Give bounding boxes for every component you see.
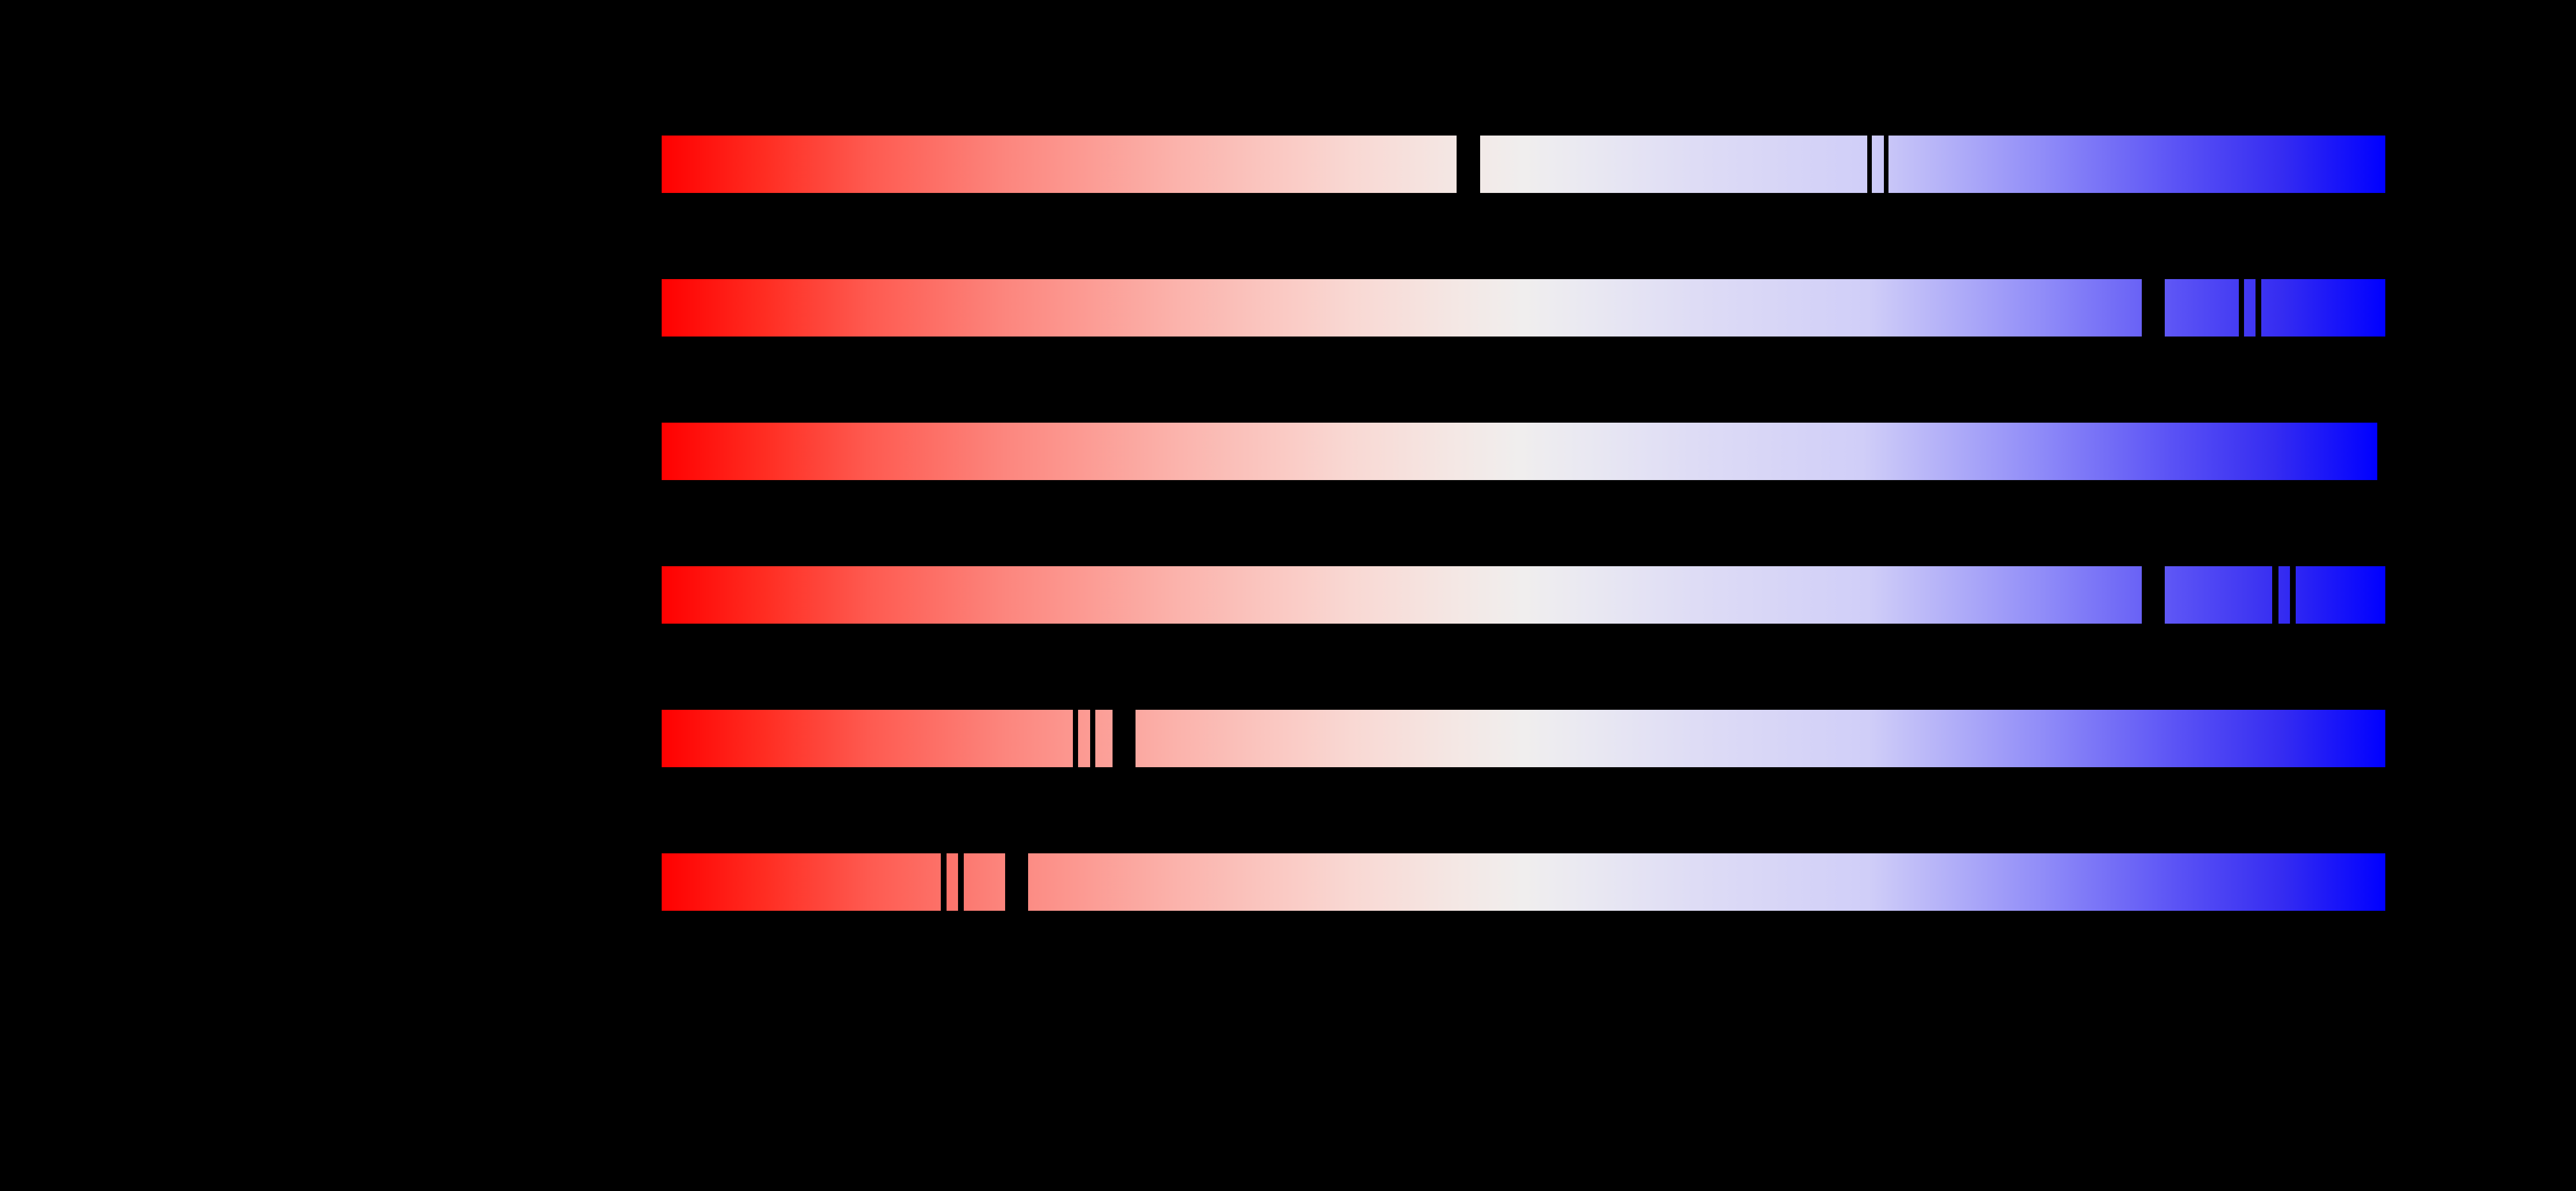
bar-break-tick <box>2239 279 2244 337</box>
gradient-bar-row-1 <box>662 279 2385 337</box>
bar-break-tick <box>1090 710 1095 767</box>
bar-break-tick <box>2290 566 2296 624</box>
bar-break-tick <box>1073 710 1078 767</box>
bar-break-tick <box>1113 710 1136 767</box>
bar-break-tick <box>2142 566 2165 624</box>
bar-break-tick <box>2142 279 2165 337</box>
bar-break-tick <box>2272 566 2278 624</box>
bar-break-tick <box>958 853 964 911</box>
bar-break-tick <box>1884 136 1888 193</box>
bar-break-tick <box>2256 279 2261 337</box>
bar-break-tick <box>941 853 947 911</box>
gradient-bar-row-3 <box>662 566 2385 624</box>
bar-break-tick <box>1005 853 1028 911</box>
gradient-bar-row-0 <box>662 136 2385 193</box>
gradient-bar-row-5 <box>662 853 2385 911</box>
bar-break-tick <box>1457 136 1480 193</box>
bar-break-tick <box>1867 136 1872 193</box>
gradient-bar-row-2 <box>662 423 2377 480</box>
gradient-bar-row-4 <box>662 710 2385 767</box>
